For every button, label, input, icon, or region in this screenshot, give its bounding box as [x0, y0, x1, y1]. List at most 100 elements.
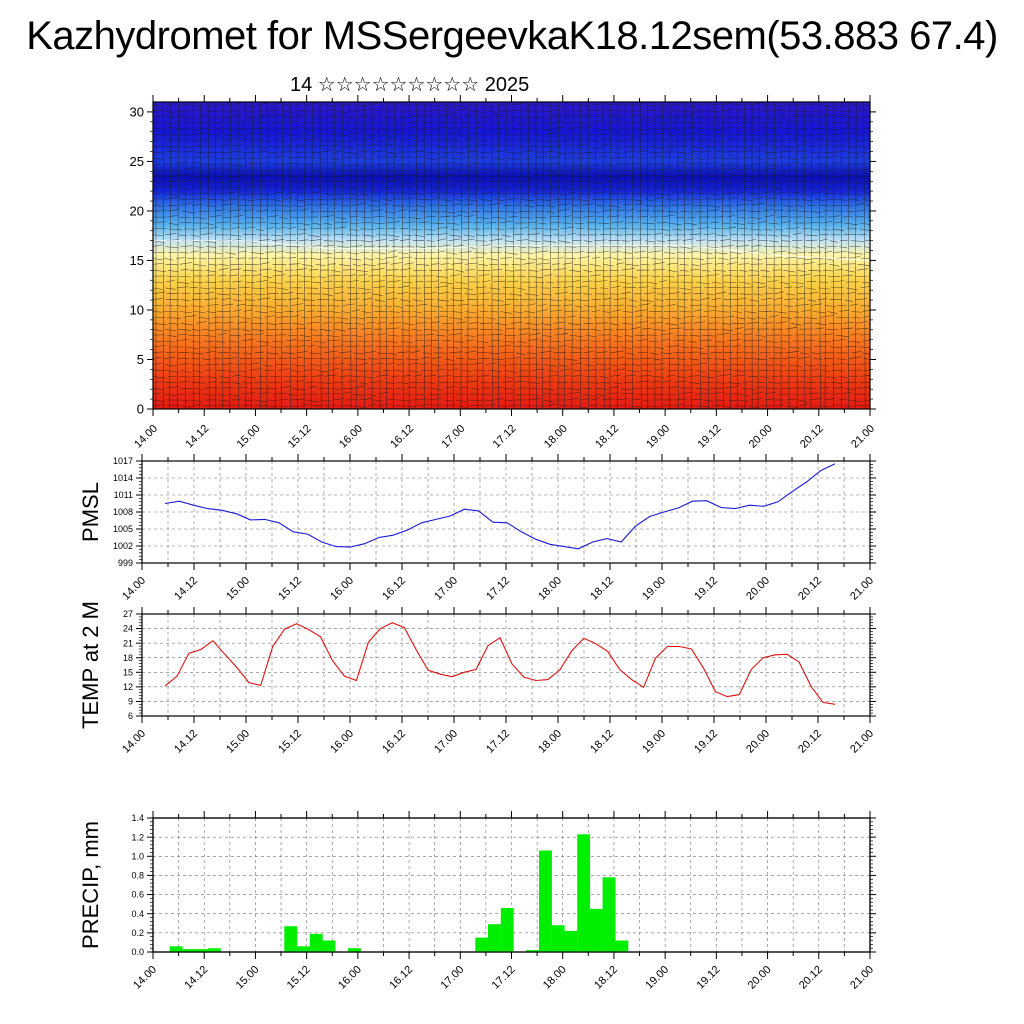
barb-flag — [372, 252, 386, 254]
barb-flag — [488, 370, 502, 372]
barb-flag — [624, 334, 634, 337]
barb-flag — [163, 126, 173, 129]
barb-flag — [347, 364, 358, 366]
barb-flag — [712, 269, 727, 272]
plot-frame — [141, 460, 871, 564]
barb-flag — [824, 305, 836, 307]
barb-flag — [744, 175, 757, 178]
barb-flag — [167, 205, 179, 207]
barb-flag — [424, 115, 435, 118]
barb-flag — [292, 356, 303, 359]
barb-flag — [693, 363, 708, 365]
barb-flag — [286, 175, 297, 177]
barb-flag — [638, 303, 650, 306]
barb-flag — [256, 340, 270, 343]
barb-flag — [735, 209, 748, 212]
barb-flag — [425, 233, 435, 236]
barb-flag — [633, 203, 644, 206]
barb-flag — [804, 115, 818, 118]
barb-flag — [483, 210, 495, 213]
barb-flag — [216, 293, 230, 296]
barb-flag — [761, 191, 773, 194]
barb-flag — [384, 210, 397, 214]
barb-flag — [361, 311, 372, 314]
barb-flag — [377, 321, 387, 324]
barb-flag — [699, 339, 713, 342]
barb-flag — [230, 234, 242, 237]
barb-flag — [220, 363, 233, 365]
barb-flag — [576, 227, 585, 230]
barb-flag — [869, 169, 870, 171]
barb-staff — [721, 102, 724, 409]
barb-flag — [467, 169, 478, 172]
barb-flag — [291, 127, 303, 129]
barb-flag — [811, 352, 822, 355]
barb-flag — [359, 382, 368, 385]
barb-flag — [184, 121, 194, 123]
barb-flag — [349, 169, 364, 172]
barb-flag — [224, 191, 236, 194]
barb-flag — [829, 346, 843, 348]
barb-flag — [797, 356, 812, 359]
barb-flag — [280, 386, 290, 389]
barb-flag — [707, 205, 721, 208]
x-tick-label: 16.12 — [387, 964, 415, 992]
barb-flag — [293, 181, 305, 184]
barb-flag — [319, 144, 329, 147]
barb-flag — [376, 333, 387, 336]
barb-flag — [558, 174, 568, 177]
barb-flag — [582, 280, 593, 283]
barb-flag — [475, 120, 488, 123]
barb-flag — [599, 376, 609, 378]
precip-bar — [551, 925, 565, 952]
barb-flag — [666, 134, 676, 136]
barb-flag — [680, 210, 693, 213]
barb-flag — [178, 333, 188, 336]
barb-flag — [213, 209, 226, 212]
barb-flag — [844, 222, 858, 226]
barb-flag — [386, 216, 396, 219]
barb-flag — [834, 115, 848, 118]
barb-flag — [258, 392, 270, 395]
barb-flag — [571, 205, 580, 207]
barb-flag — [444, 268, 454, 271]
barb-flag — [255, 216, 265, 219]
barb-flag — [345, 116, 358, 118]
y-tick-label: 0.0 — [131, 947, 144, 957]
barb-flag — [690, 146, 704, 149]
barb-flag — [686, 250, 699, 253]
barb-staff — [251, 102, 254, 409]
barb-flag — [454, 258, 468, 261]
barb-flag — [343, 151, 357, 154]
barb-flag — [383, 305, 393, 308]
barb-staff — [863, 102, 866, 409]
barb-flag — [260, 262, 270, 265]
x-tick-label: 15.12 — [276, 575, 304, 603]
barb-flag — [779, 150, 794, 153]
barb-flag — [332, 193, 343, 195]
barb-flag — [200, 128, 213, 131]
barb-flag — [764, 116, 777, 119]
barb-flag — [530, 376, 545, 379]
barb-flag — [642, 187, 651, 189]
barb-flag — [738, 281, 751, 284]
barb-flag — [336, 246, 350, 248]
barb-flag — [720, 186, 730, 188]
barb-flag — [619, 281, 631, 284]
barb-flag — [409, 193, 424, 195]
barb-flag — [714, 340, 725, 343]
barb-flag — [753, 162, 765, 165]
barb-flag — [210, 121, 223, 123]
barb-flag — [295, 268, 308, 271]
barb-flag — [330, 203, 339, 206]
barb-flag — [237, 250, 248, 253]
barb-flag — [840, 327, 854, 330]
barb-flag — [720, 102, 732, 106]
barb-staff — [333, 102, 336, 409]
barb-flag — [848, 151, 860, 154]
barb-flag — [596, 205, 607, 207]
barb-flag — [586, 221, 596, 224]
barb-flag — [537, 304, 547, 306]
barb-flag — [332, 140, 347, 143]
barb-flag — [666, 374, 676, 377]
